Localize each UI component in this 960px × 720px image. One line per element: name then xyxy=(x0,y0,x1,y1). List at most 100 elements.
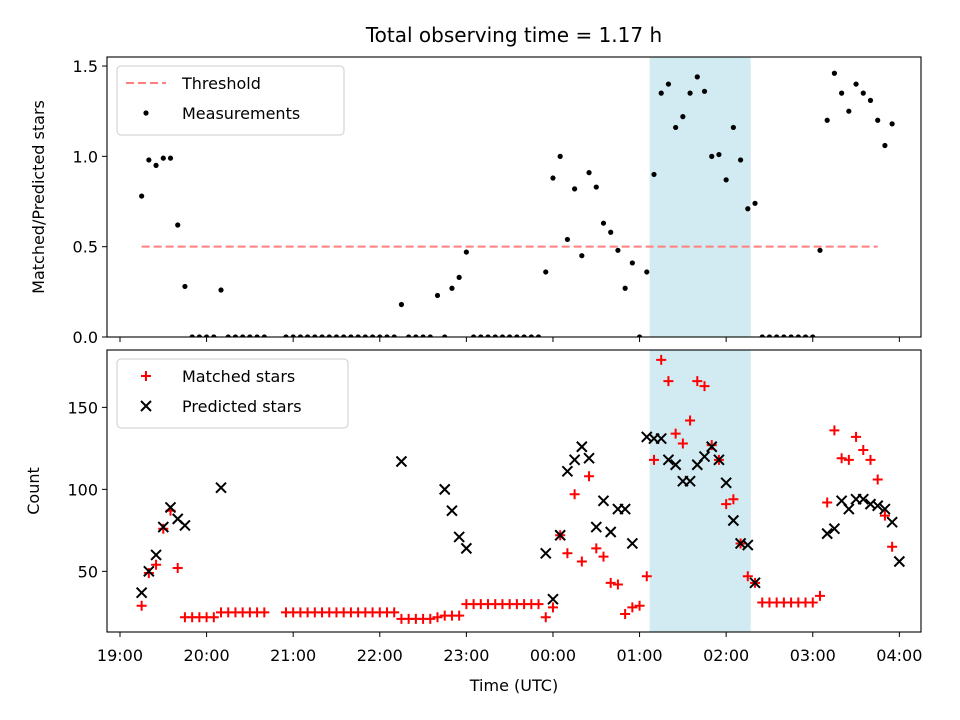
predicted-star-point xyxy=(561,465,574,478)
measurement-point xyxy=(889,121,895,127)
x-tick-label: 19:00 xyxy=(97,646,143,665)
panel-counts: 50 100 150 19:00 20:00 21:00 22:00 23:00 00:00 01… xyxy=(24,349,922,665)
legend-box xyxy=(116,358,349,429)
measurement-point xyxy=(203,334,210,337)
matched-star-point xyxy=(562,548,573,559)
measurement-point xyxy=(492,334,498,337)
measurement-point xyxy=(557,153,563,159)
x-axis-label: Time (UTC) xyxy=(469,676,558,695)
measurement-point xyxy=(535,334,542,337)
shaded-span xyxy=(649,350,751,632)
x-tick-label: 04:00 xyxy=(876,646,922,665)
measurement-point xyxy=(406,334,412,337)
measurement-point xyxy=(860,90,866,96)
measurement-point xyxy=(369,334,376,337)
predicted-star-point xyxy=(871,500,884,512)
predicted-star-point xyxy=(742,539,754,551)
measurement-point xyxy=(297,334,303,337)
predicted-star-point xyxy=(821,527,833,540)
predicted-star-point xyxy=(669,459,682,471)
x-tick-label: 23:00 xyxy=(443,646,489,665)
y-axis-label: Matched/Predicted stars xyxy=(29,100,48,294)
measurement-point xyxy=(608,229,614,235)
predicted-star-point xyxy=(460,542,473,555)
matched-star-point xyxy=(706,440,717,451)
matched-star-point xyxy=(728,494,739,505)
matched-star-point xyxy=(648,454,659,465)
predicted-star-point xyxy=(843,503,855,515)
matched-star-point xyxy=(627,602,638,613)
measurement-point xyxy=(795,334,801,337)
matched-star-point xyxy=(656,354,667,365)
measurement-point xyxy=(240,334,246,337)
measurement-point xyxy=(305,334,311,337)
measurement-point xyxy=(189,334,195,337)
x-tick-label: 20:00 xyxy=(184,646,230,665)
measurement-point xyxy=(622,285,628,291)
matched-star-point xyxy=(389,607,400,618)
measurement-point xyxy=(225,334,231,337)
predicted-star-point xyxy=(886,516,898,528)
matched-star-point xyxy=(677,438,688,449)
legend-item: Matched stars xyxy=(141,367,295,386)
matched-star-point xyxy=(829,425,840,436)
measurement-point xyxy=(658,90,664,96)
matched-star-point xyxy=(721,499,732,510)
measurement-point xyxy=(824,117,830,123)
matched-star-point xyxy=(663,376,674,387)
matched-star-point xyxy=(822,497,833,508)
legend-label: Predicted stars xyxy=(182,397,302,416)
measurement-point xyxy=(341,334,347,337)
measurement-point xyxy=(391,334,397,337)
measurement-point xyxy=(716,151,722,158)
y-axis-label: Count xyxy=(24,467,43,515)
predicted-star-point xyxy=(395,455,408,468)
matched-star-point xyxy=(533,599,544,610)
matched-star-point xyxy=(425,613,436,624)
predicted-star-point xyxy=(626,537,639,550)
measurement-point xyxy=(463,249,469,255)
measurement-point xyxy=(810,334,816,337)
legend-label: Measurements xyxy=(182,104,300,123)
matched-star-point xyxy=(598,551,609,562)
measurement-point xyxy=(752,200,758,206)
x-tick-label: 02:00 xyxy=(703,646,749,665)
legend-swatch xyxy=(140,400,152,412)
matched-star-point xyxy=(259,607,270,618)
shaded-span xyxy=(649,57,751,337)
matched-star-point xyxy=(742,571,753,582)
x-tick-label: 01:00 xyxy=(617,646,663,665)
predicted-star-point xyxy=(179,519,191,532)
matched-star-point xyxy=(143,567,154,578)
measurement-point xyxy=(644,269,650,275)
matched-star-point xyxy=(540,612,551,623)
predicted-star-point xyxy=(698,450,711,463)
matched-star-point xyxy=(576,556,587,567)
chart-title: Total observing time = 1.17 h xyxy=(365,23,662,47)
predicted-star-point xyxy=(157,521,169,533)
x-tick-label: 03:00 xyxy=(790,646,836,665)
measurement-point xyxy=(759,334,765,337)
y-tick-label: 1.5 xyxy=(73,57,98,76)
measurement-point xyxy=(867,97,874,103)
matched-star-point xyxy=(807,597,818,608)
measurement-point xyxy=(673,124,679,131)
predicted-star-point xyxy=(150,549,162,561)
predicted-star-point xyxy=(568,454,581,466)
x-tick-label: 21:00 xyxy=(270,646,316,665)
legend-box xyxy=(116,65,345,136)
matched-star-point xyxy=(172,563,183,574)
measurement-point xyxy=(427,334,433,337)
measurement-point xyxy=(449,285,455,291)
matched-star-point xyxy=(605,577,616,588)
predicted-star-point xyxy=(576,441,588,453)
predicted-star-point xyxy=(662,454,675,466)
x-tick-label: 00:00 xyxy=(530,646,576,665)
measurement-point xyxy=(615,247,621,253)
measurement-point xyxy=(572,186,578,192)
y-tick-label: 100 xyxy=(67,480,98,499)
matched-star-point xyxy=(887,541,898,552)
measurement-point xyxy=(434,292,441,299)
matched-star-point xyxy=(814,590,825,601)
